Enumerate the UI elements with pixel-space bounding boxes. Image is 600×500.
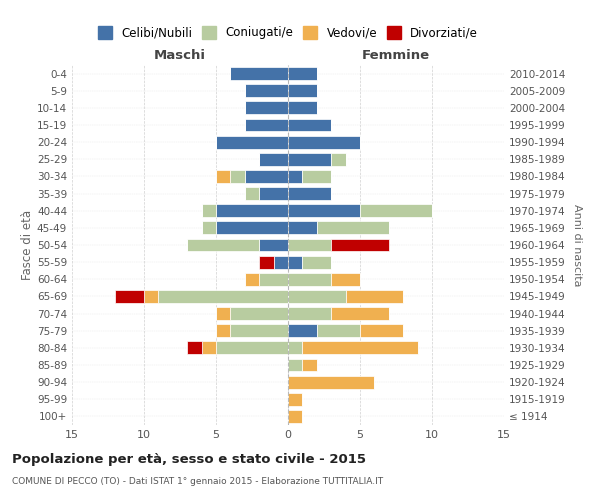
Bar: [288, 67, 317, 80]
Bar: [331, 238, 389, 252]
Bar: [288, 84, 317, 97]
Text: COMUNE DI PECCO (TO) - Dati ISTAT 1° gennaio 2015 - Elaborazione TUTTITALIA.IT: COMUNE DI PECCO (TO) - Dati ISTAT 1° gen…: [12, 478, 383, 486]
Bar: [288, 393, 302, 406]
Bar: [259, 153, 288, 166]
Bar: [230, 67, 288, 80]
Bar: [202, 222, 216, 234]
Bar: [115, 290, 144, 303]
Bar: [259, 238, 288, 252]
Bar: [346, 290, 403, 303]
Bar: [259, 273, 288, 285]
Bar: [259, 187, 288, 200]
Bar: [245, 273, 259, 285]
Bar: [288, 238, 331, 252]
Bar: [288, 342, 302, 354]
Legend: Celibi/Nubili, Coniugati/e, Vedovi/e, Divorziati/e: Celibi/Nubili, Coniugati/e, Vedovi/e, Di…: [95, 24, 481, 42]
Bar: [331, 273, 360, 285]
Bar: [216, 204, 288, 217]
Bar: [302, 170, 331, 183]
Bar: [288, 290, 346, 303]
Y-axis label: Fasce di età: Fasce di età: [21, 210, 34, 280]
Bar: [288, 136, 360, 148]
Bar: [288, 273, 331, 285]
Bar: [288, 170, 302, 183]
Bar: [288, 358, 302, 372]
Bar: [288, 324, 317, 337]
Bar: [216, 136, 288, 148]
Bar: [317, 222, 389, 234]
Bar: [288, 153, 331, 166]
Bar: [245, 118, 288, 132]
Text: Popolazione per età, sesso e stato civile - 2015: Popolazione per età, sesso e stato civil…: [12, 452, 366, 466]
Bar: [360, 324, 403, 337]
Bar: [216, 222, 288, 234]
Bar: [331, 153, 346, 166]
Bar: [216, 342, 288, 354]
Bar: [245, 187, 259, 200]
Bar: [216, 170, 230, 183]
Text: Maschi: Maschi: [154, 48, 206, 62]
Bar: [202, 342, 216, 354]
Bar: [288, 410, 302, 423]
Bar: [216, 324, 230, 337]
Bar: [288, 376, 374, 388]
Bar: [259, 256, 274, 268]
Bar: [302, 358, 317, 372]
Bar: [288, 222, 317, 234]
Bar: [245, 170, 288, 183]
Bar: [302, 342, 418, 354]
Bar: [317, 324, 360, 337]
Bar: [230, 307, 288, 320]
Bar: [288, 307, 331, 320]
Bar: [288, 204, 360, 217]
Bar: [288, 118, 331, 132]
Bar: [245, 84, 288, 97]
Bar: [288, 256, 302, 268]
Bar: [230, 170, 245, 183]
Bar: [187, 238, 259, 252]
Bar: [187, 342, 202, 354]
Bar: [331, 307, 389, 320]
Bar: [302, 256, 331, 268]
Bar: [216, 307, 230, 320]
Bar: [230, 324, 288, 337]
Bar: [288, 102, 317, 114]
Y-axis label: Anni di nascita: Anni di nascita: [572, 204, 582, 286]
Bar: [288, 187, 331, 200]
Bar: [158, 290, 288, 303]
Bar: [274, 256, 288, 268]
Bar: [245, 102, 288, 114]
Bar: [144, 290, 158, 303]
Text: Femmine: Femmine: [362, 48, 430, 62]
Bar: [202, 204, 216, 217]
Bar: [360, 204, 432, 217]
